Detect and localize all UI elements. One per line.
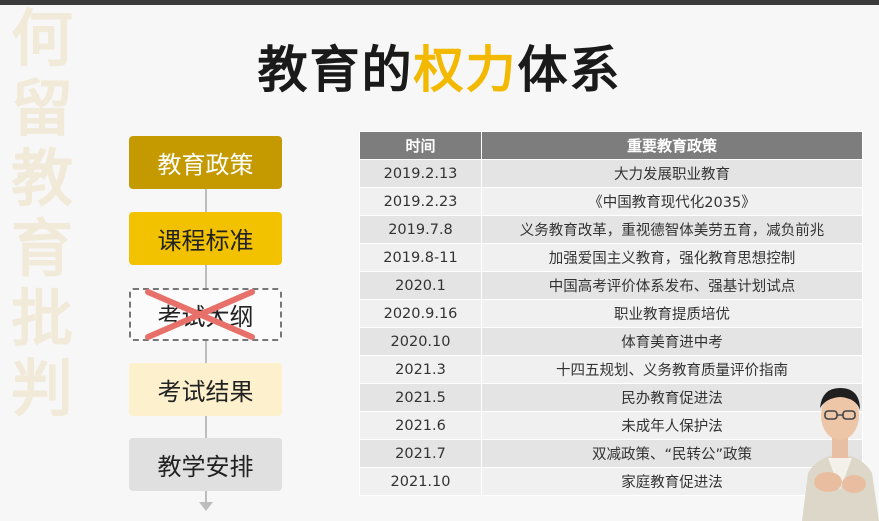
cell-time: 2019.2.23 <box>359 187 482 216</box>
cell-time: 2020.9.16 <box>359 299 482 328</box>
table-row: 2019.2.13 大力发展职业教育 <box>359 159 863 188</box>
cell-policy: 双减政策、“民转公”政策 <box>481 439 863 468</box>
title-highlight: 权力 <box>413 41 518 99</box>
cell-policy: 加强爱国主义教育，强化教育思想控制 <box>481 243 863 272</box>
header-policy: 重要教育政策 <box>481 131 863 160</box>
slide-title: 教育的权力体系 <box>0 30 879 102</box>
watermark-text: 何留教育批判 <box>10 4 73 425</box>
cell-policy: 义务教育改革，重视德智体美劳五育，减负前兆 <box>481 215 863 244</box>
table-row: 2019.7.8 义务教育改革，重视德智体美劳五育，减负前兆 <box>359 215 863 244</box>
cell-policy: 体育美育进中考 <box>481 327 863 356</box>
flow-box-education-policy: 教育政策 <box>129 136 282 189</box>
cell-policy: 职业教育提质培优 <box>481 299 863 328</box>
table-row: 2021.3 十四五规划、义务教育质量评价指南 <box>359 355 863 384</box>
policy-table: 时间 重要教育政策 2019.2.13 大力发展职业教育 2019.2.23 《中国… <box>359 131 863 496</box>
table-row: 2019.8-11 加强爱国主义教育，强化教育思想控制 <box>359 243 863 272</box>
table-row: 2021.10 家庭教育促进法 <box>359 467 863 496</box>
table-row: 2020.10 体育美育进中考 <box>359 327 863 356</box>
cell-time: 2020.1 <box>359 271 482 300</box>
table-row: 2019.2.23 《中国教育现代化2035》 <box>359 187 863 216</box>
table-row: 2021.5 民办教育促进法 <box>359 383 863 412</box>
flow-box-teaching-arrangement: 教学安排 <box>129 438 282 491</box>
presenter-video-overlay <box>802 388 879 521</box>
flow-box-exam-syllabus: 考试大纲 <box>129 288 282 341</box>
cell-time: 2019.7.8 <box>359 215 482 244</box>
header-time: 时间 <box>359 131 482 160</box>
cell-time: 2020.10 <box>359 327 482 356</box>
table-row: 2020.9.16 职业教育提质培优 <box>359 299 863 328</box>
top-strip <box>0 0 879 5</box>
cell-time: 2021.6 <box>359 411 482 440</box>
flow-box-curriculum-standard: 课程标准 <box>129 212 282 265</box>
flow-box-exam-results: 考试结果 <box>129 363 282 416</box>
cell-policy: 大力发展职业教育 <box>481 159 863 188</box>
flow-arrow-icon <box>199 502 213 511</box>
table-row: 2021.7 双减政策、“民转公”政策 <box>359 439 863 468</box>
cell-policy: 未成年人保护法 <box>481 411 863 440</box>
cell-time: 2019.8-11 <box>359 243 482 272</box>
cell-policy: 十四五规划、义务教育质量评价指南 <box>481 355 863 384</box>
cell-policy: 民办教育促进法 <box>481 383 863 412</box>
table-header-row: 时间 重要教育政策 <box>359 131 863 160</box>
cell-time: 2019.2.13 <box>359 159 482 188</box>
cell-policy: 家庭教育促进法 <box>481 467 863 496</box>
cell-time: 2021.7 <box>359 439 482 468</box>
cell-time: 2021.10 <box>359 467 482 496</box>
title-part-1: 教育的 <box>257 41 414 99</box>
table-row: 2021.6 未成年人保护法 <box>359 411 863 440</box>
cell-time: 2021.3 <box>359 355 482 384</box>
title-part-2: 体系 <box>517 41 622 99</box>
cell-policy: 中国高考评价体系发布、强基计划试点 <box>481 271 863 300</box>
table-row: 2020.1 中国高考评价体系发布、强基计划试点 <box>359 271 863 300</box>
cell-time: 2021.5 <box>359 383 482 412</box>
cell-policy: 《中国教育现代化2035》 <box>481 187 863 216</box>
